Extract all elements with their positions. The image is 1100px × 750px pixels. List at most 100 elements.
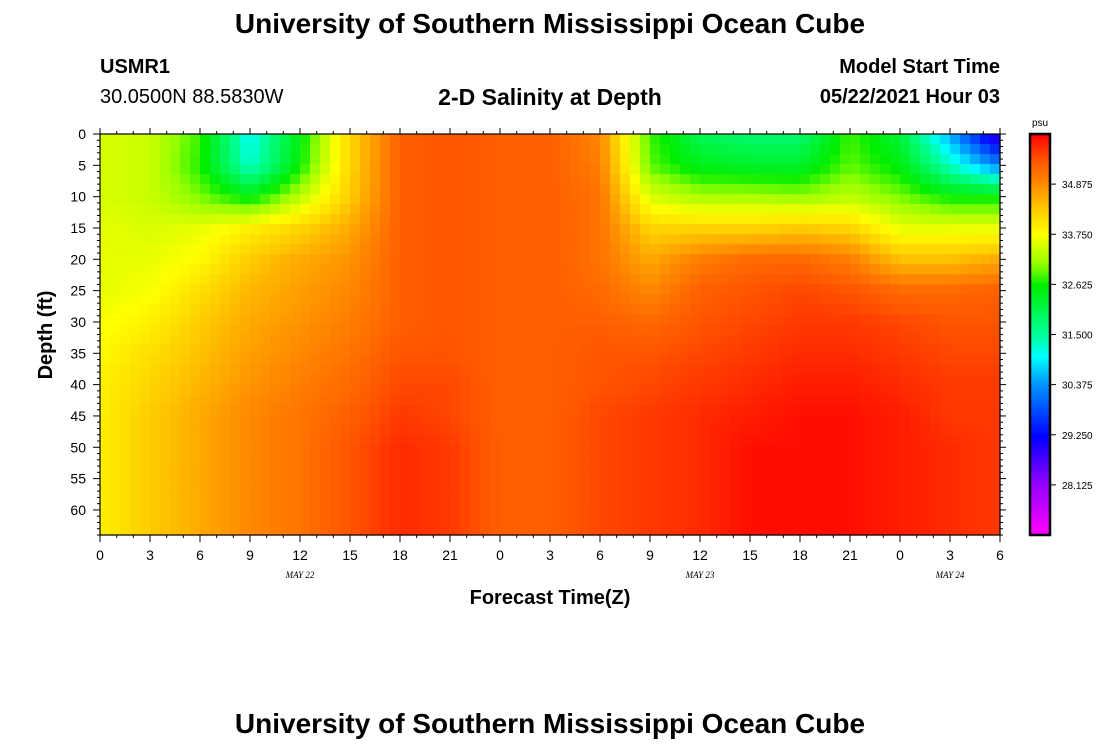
heatmap-cell	[160, 454, 171, 466]
heatmap-cell	[130, 524, 141, 536]
heatmap-cell	[200, 364, 211, 376]
heatmap-cell	[790, 154, 801, 165]
heatmap-cell	[680, 404, 691, 416]
heatmap-cell	[900, 414, 911, 426]
heatmap-cell	[700, 144, 711, 155]
heatmap-cell	[720, 164, 731, 175]
heatmap-cell	[230, 464, 241, 476]
heatmap-cell	[240, 384, 251, 396]
heatmap-cell	[670, 334, 681, 346]
heatmap-cell	[340, 224, 351, 235]
heatmap-cell	[290, 434, 301, 446]
heatmap-cell	[850, 414, 861, 426]
heatmap-cell	[710, 274, 721, 285]
heatmap-cell	[480, 174, 491, 185]
heatmap-cell	[480, 254, 491, 265]
heatmap-cell	[900, 494, 911, 506]
heatmap-cell	[160, 334, 171, 346]
heatmap-cell	[950, 294, 961, 306]
heatmap-cell	[950, 444, 961, 456]
heatmap-cell	[260, 364, 271, 376]
heatmap-cell	[460, 454, 471, 466]
heatmap-cell	[770, 144, 781, 155]
colorbar-label: 31.500	[1062, 331, 1093, 342]
heatmap-cell	[420, 264, 431, 275]
heatmap-cell	[530, 234, 541, 245]
heatmap-cell	[300, 474, 311, 486]
heatmap-cell	[590, 484, 601, 496]
heatmap-cell	[650, 444, 661, 456]
heatmap-cell	[880, 464, 891, 476]
heatmap-cell	[860, 254, 871, 265]
heatmap-cell	[260, 434, 271, 446]
heatmap-cell	[720, 204, 731, 215]
heatmap-cell	[590, 504, 601, 516]
heatmap-cell	[360, 334, 371, 346]
heatmap-cell	[410, 374, 421, 386]
heatmap-cell	[440, 254, 451, 265]
heatmap-cell	[340, 264, 351, 275]
heatmap-cell	[270, 214, 281, 225]
heatmap-cell	[510, 474, 521, 486]
heatmap-cell	[630, 234, 641, 245]
heatmap-cell	[280, 454, 291, 466]
heatmap-cell	[230, 384, 241, 396]
heatmap-cell	[790, 504, 801, 516]
heatmap-cell	[140, 314, 151, 326]
heatmap-cell	[680, 204, 691, 215]
heatmap-cell	[260, 394, 271, 406]
heatmap-cell	[490, 154, 501, 165]
heatmap-cell	[410, 204, 421, 215]
heatmap-cell	[100, 184, 111, 195]
heatmap-cell	[760, 304, 771, 316]
heatmap-cell	[660, 214, 671, 225]
chart-subtitle: 2-D Salinity at Depth	[438, 84, 662, 110]
heatmap-cell	[820, 294, 831, 306]
heatmap-cell	[740, 264, 751, 275]
heatmap-cell	[440, 304, 451, 316]
heatmap-cell	[310, 304, 321, 316]
heatmap-cell	[440, 174, 451, 185]
heatmap-cell	[830, 324, 841, 336]
heatmap-cell	[470, 424, 481, 436]
heatmap-cell	[290, 504, 301, 516]
heatmap-cell	[890, 344, 901, 356]
heatmap-cell	[520, 294, 531, 306]
heatmap-cell	[860, 334, 871, 346]
heatmap-cell	[780, 154, 791, 165]
heatmap-cell	[410, 244, 421, 255]
heatmap-cell	[300, 404, 311, 416]
heatmap-cell	[990, 234, 1001, 245]
heatmap-cell	[170, 264, 181, 275]
heatmap-cell	[840, 254, 851, 265]
heatmap-cell	[610, 404, 621, 416]
heatmap-cell	[360, 514, 371, 526]
heatmap-cell	[340, 174, 351, 185]
heatmap-cell	[160, 344, 171, 356]
heatmap-cell	[830, 504, 841, 516]
heatmap-cell	[520, 244, 531, 255]
heatmap-cell	[310, 314, 321, 326]
heatmap-cell	[860, 394, 871, 406]
heatmap-cell	[220, 304, 231, 316]
heatmap-cell	[570, 244, 581, 255]
heatmap-cell	[730, 284, 741, 296]
heatmap-cell	[280, 134, 291, 145]
heatmap-cell	[790, 424, 801, 436]
heatmap-cell	[630, 164, 641, 175]
heatmap-cell	[530, 524, 541, 536]
heatmap-cell	[940, 474, 951, 486]
heatmap-cell	[850, 244, 861, 255]
heatmap-cell	[400, 274, 411, 285]
heatmap-cell	[240, 334, 251, 346]
heatmap-cell	[870, 234, 881, 245]
heatmap-cell	[530, 354, 541, 366]
heatmap-cell	[110, 314, 121, 326]
heatmap-cell	[530, 344, 541, 356]
heatmap-cell	[180, 354, 191, 366]
heatmap-cell	[570, 414, 581, 426]
heatmap-cell	[510, 514, 521, 526]
heatmap-cell	[630, 204, 641, 215]
heatmap-cell	[300, 354, 311, 366]
heatmap-cell	[910, 134, 921, 145]
